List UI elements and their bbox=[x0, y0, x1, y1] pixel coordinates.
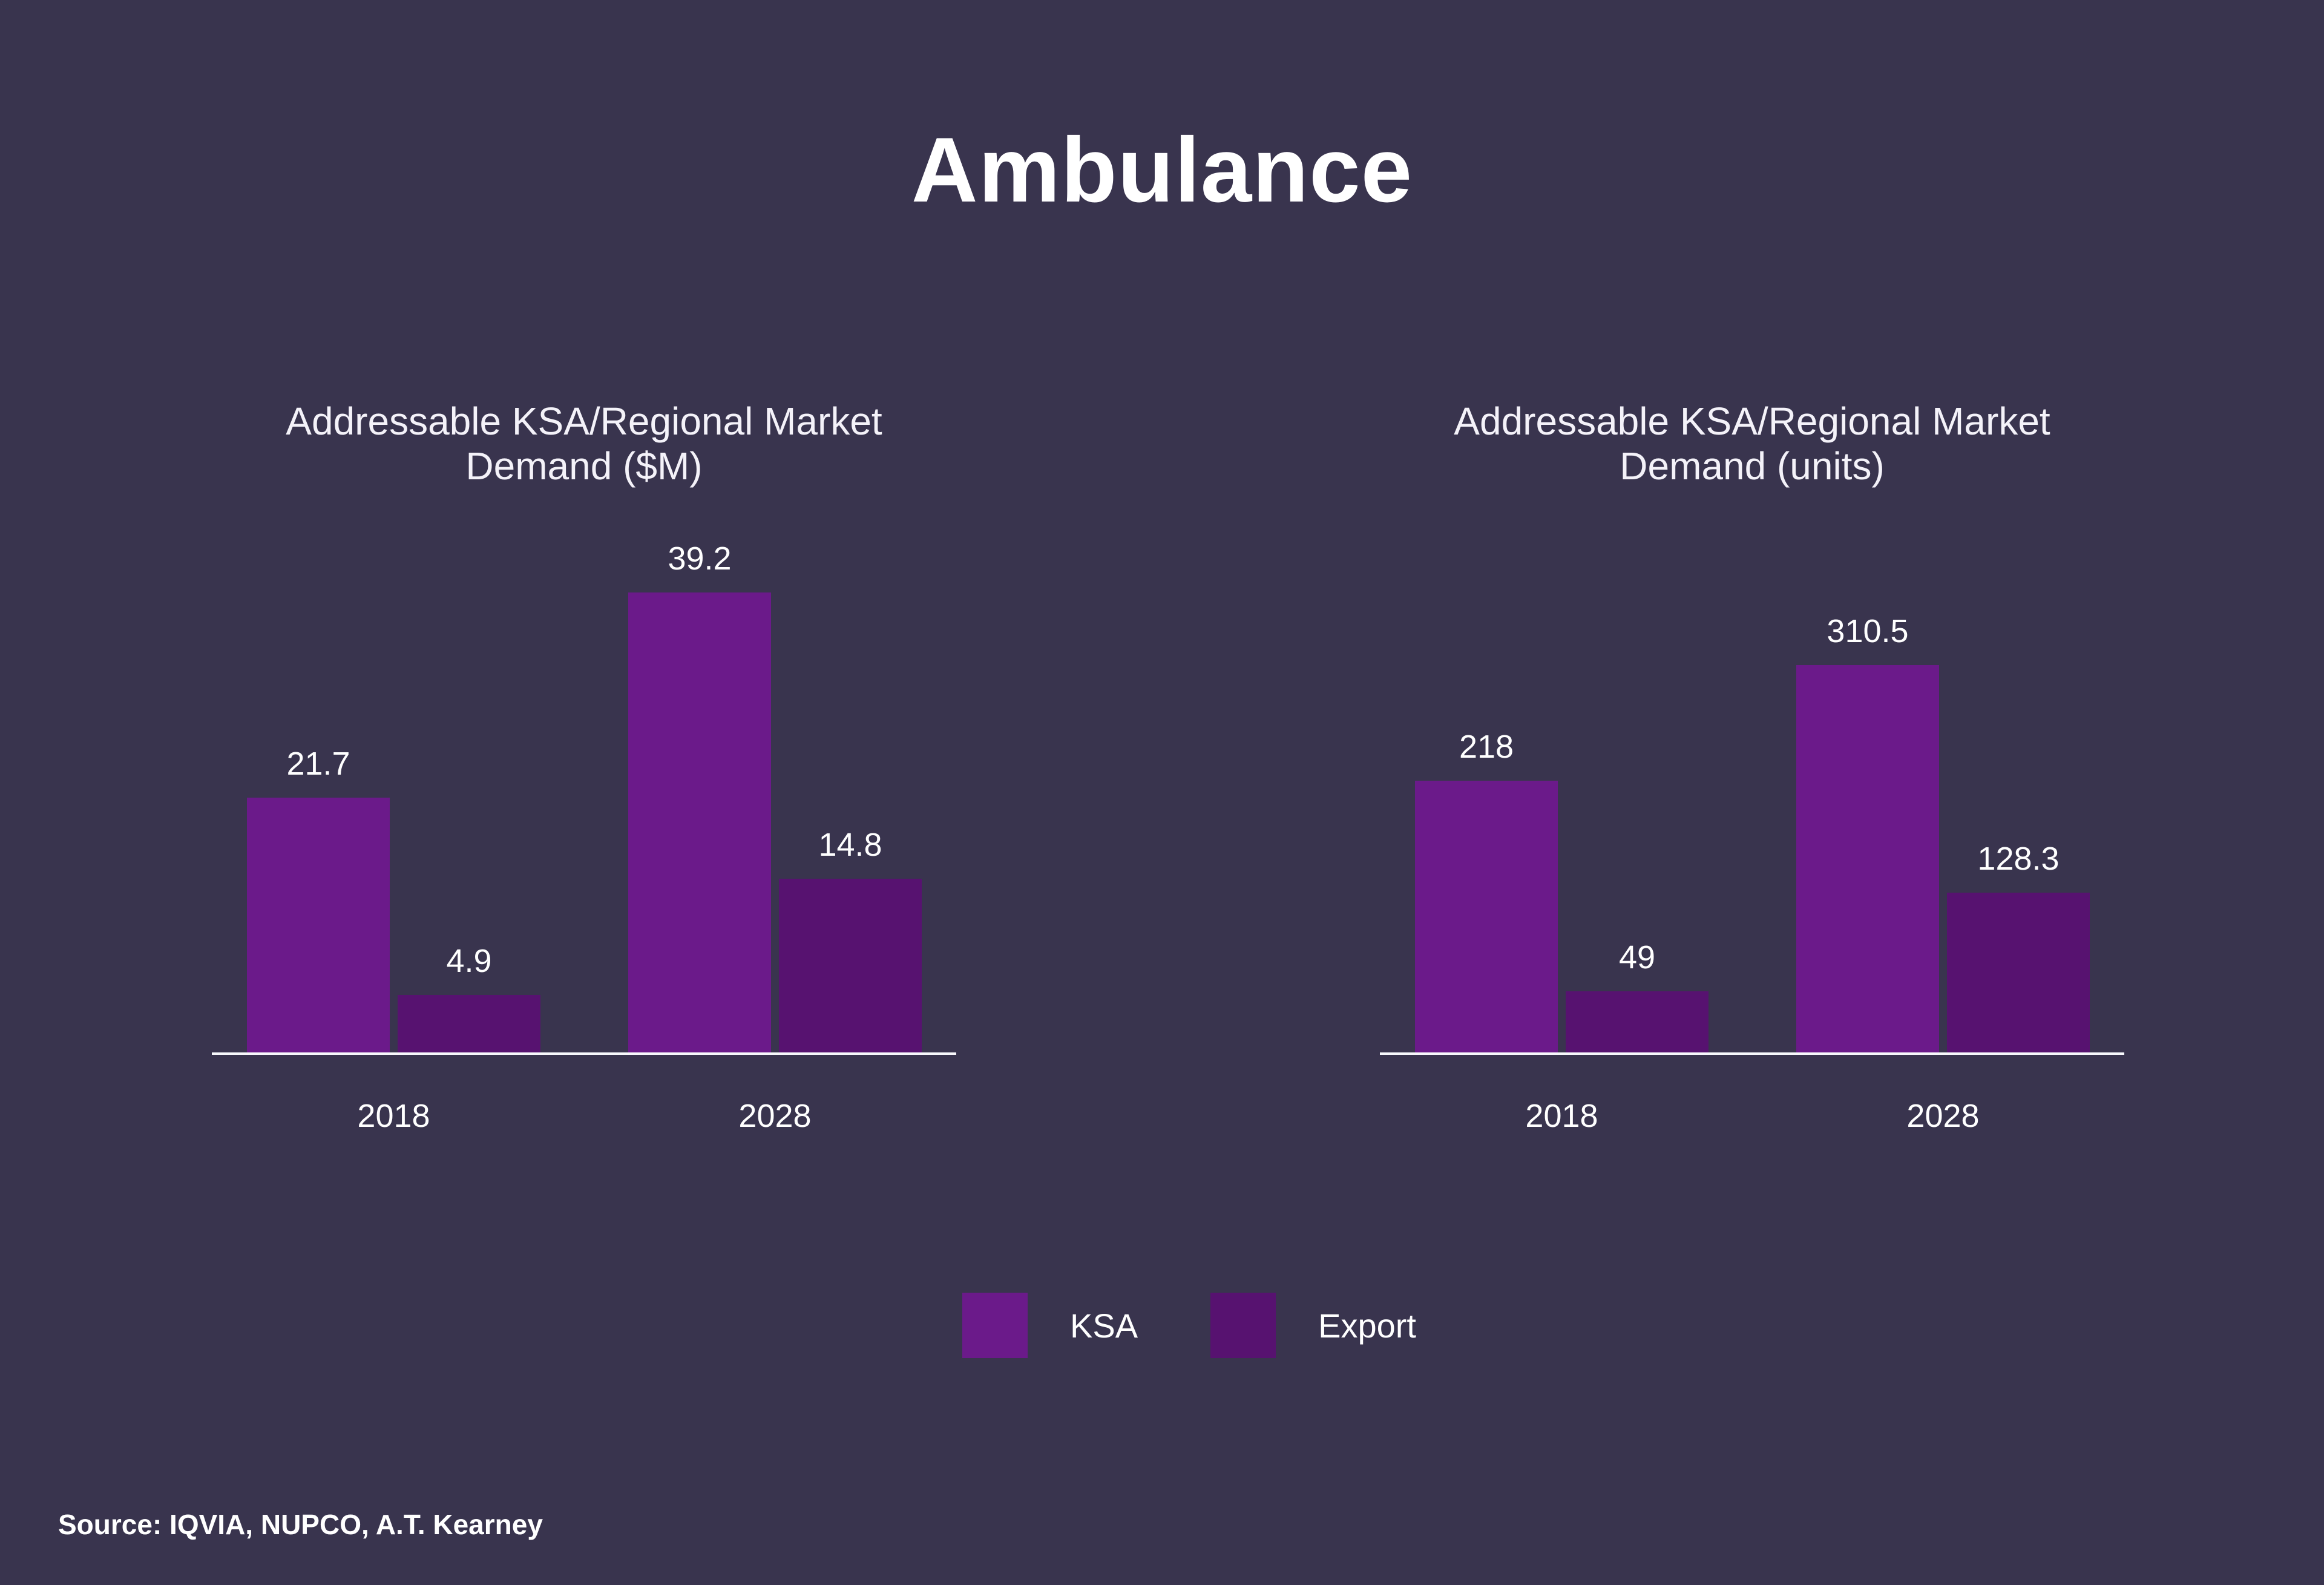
legend-label-export: Export bbox=[1318, 1306, 1416, 1345]
plot-area-units: 218 49 310.5 128.3 bbox=[1380, 613, 2124, 1052]
plot-area-usd: 21.7 4.9 39.2 14.8 bbox=[212, 540, 956, 1052]
x-tick-label-2028: 2028 bbox=[1906, 1098, 1980, 1134]
bar-export-2028 bbox=[779, 879, 922, 1052]
value-label-export-2018: 4.9 bbox=[446, 942, 492, 979]
legend: KSA Export bbox=[27, 1293, 2324, 1358]
legend-label-ksa: KSA bbox=[1070, 1306, 1138, 1345]
bar-group-2028: 310.5 128.3 bbox=[1796, 612, 2090, 1052]
bar-ksa-2028 bbox=[628, 592, 771, 1052]
x-tick-label-2018: 2018 bbox=[357, 1098, 430, 1134]
x-tick-label-2028: 2028 bbox=[738, 1098, 812, 1134]
legend-swatch-export bbox=[1210, 1293, 1276, 1358]
chart-title-units: Addressable KSA/Regional Market Demand (… bbox=[1454, 399, 2050, 488]
x-tick-label-2018: 2018 bbox=[1525, 1098, 1598, 1134]
chart-demand-units: Addressable KSA/Regional Market Demand (… bbox=[1380, 375, 2124, 1134]
source-note: Source: IQVIA, NUPCO, A.T. Kearney bbox=[58, 1509, 543, 1540]
bar-export-2018 bbox=[1566, 991, 1709, 1052]
value-label-ksa-2018: 218 bbox=[1459, 728, 1514, 765]
value-label-ksa-2028: 39.2 bbox=[668, 540, 732, 577]
x-axis-labels-units: 2018 2028 bbox=[1380, 1097, 2124, 1140]
legend-item-export: Export bbox=[1210, 1293, 1416, 1358]
bar-wrap-ksa-2018: 218 bbox=[1415, 729, 1558, 1052]
bar-group-2018: 21.7 4.9 bbox=[247, 746, 540, 1052]
bar-ksa-2018 bbox=[247, 798, 390, 1052]
bar-wrap-ksa-2028: 39.2 bbox=[628, 540, 771, 1052]
bar-wrap-ksa-2028: 310.5 bbox=[1796, 612, 1939, 1052]
x-axis-line-usd bbox=[212, 1052, 956, 1055]
bar-wrap-export-2028: 128.3 bbox=[1947, 841, 2090, 1052]
bar-ksa-2028 bbox=[1796, 665, 1939, 1052]
legend-item-ksa: KSA bbox=[962, 1293, 1138, 1358]
bar-wrap-export-2018: 49 bbox=[1566, 939, 1709, 1052]
bar-export-2028 bbox=[1947, 893, 2090, 1052]
value-label-ksa-2028: 310.5 bbox=[1827, 612, 1909, 649]
chart-title-usd: Addressable KSA/Regional Market Demand (… bbox=[286, 399, 882, 488]
value-label-export-2028: 14.8 bbox=[818, 826, 882, 863]
bar-export-2018 bbox=[398, 995, 540, 1052]
bar-wrap-ksa-2018: 21.7 bbox=[247, 746, 390, 1052]
value-label-export-2028: 128.3 bbox=[1977, 840, 2060, 877]
value-label-ksa-2018: 21.7 bbox=[286, 745, 350, 782]
x-axis-labels-usd: 2018 2028 bbox=[212, 1097, 956, 1140]
bar-wrap-export-2018: 4.9 bbox=[398, 943, 540, 1052]
bar-ksa-2018 bbox=[1415, 781, 1558, 1052]
legend-swatch-ksa bbox=[962, 1293, 1028, 1358]
value-label-export-2018: 49 bbox=[1618, 939, 1656, 976]
x-axis-line-units bbox=[1380, 1052, 2124, 1055]
bar-group-2028: 39.2 14.8 bbox=[628, 540, 922, 1052]
bar-wrap-export-2028: 14.8 bbox=[779, 827, 922, 1052]
chart-demand-usd: Addressable KSA/Regional Market Demand (… bbox=[212, 375, 956, 1134]
bar-group-2018: 218 49 bbox=[1415, 729, 1709, 1052]
page-title: Ambulance bbox=[911, 119, 1413, 222]
